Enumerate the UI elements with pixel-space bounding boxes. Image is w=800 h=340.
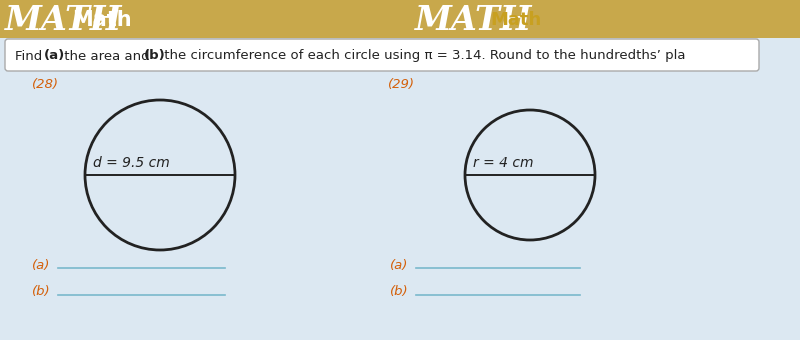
Text: r = 4 cm: r = 4 cm xyxy=(473,156,534,170)
Text: the area and: the area and xyxy=(60,50,154,63)
Text: Math: Math xyxy=(490,11,542,29)
Text: Find: Find xyxy=(15,50,46,63)
Text: the circumference of each circle using π = 3.14. Round to the hundredths’ pla: the circumference of each circle using π… xyxy=(160,50,686,63)
Text: MATH: MATH xyxy=(415,3,532,36)
Text: (a): (a) xyxy=(390,258,408,272)
Text: (b): (b) xyxy=(32,286,50,299)
FancyBboxPatch shape xyxy=(0,0,800,38)
Text: Math: Math xyxy=(72,10,132,30)
Text: (29): (29) xyxy=(388,78,415,91)
Text: (b): (b) xyxy=(390,286,409,299)
Text: (a): (a) xyxy=(32,258,50,272)
Text: (a): (a) xyxy=(44,50,66,63)
Text: (28): (28) xyxy=(32,78,59,91)
FancyBboxPatch shape xyxy=(5,39,759,71)
Text: (b): (b) xyxy=(144,50,166,63)
Text: d = 9.5 cm: d = 9.5 cm xyxy=(93,156,170,170)
Text: MATH: MATH xyxy=(5,3,122,36)
